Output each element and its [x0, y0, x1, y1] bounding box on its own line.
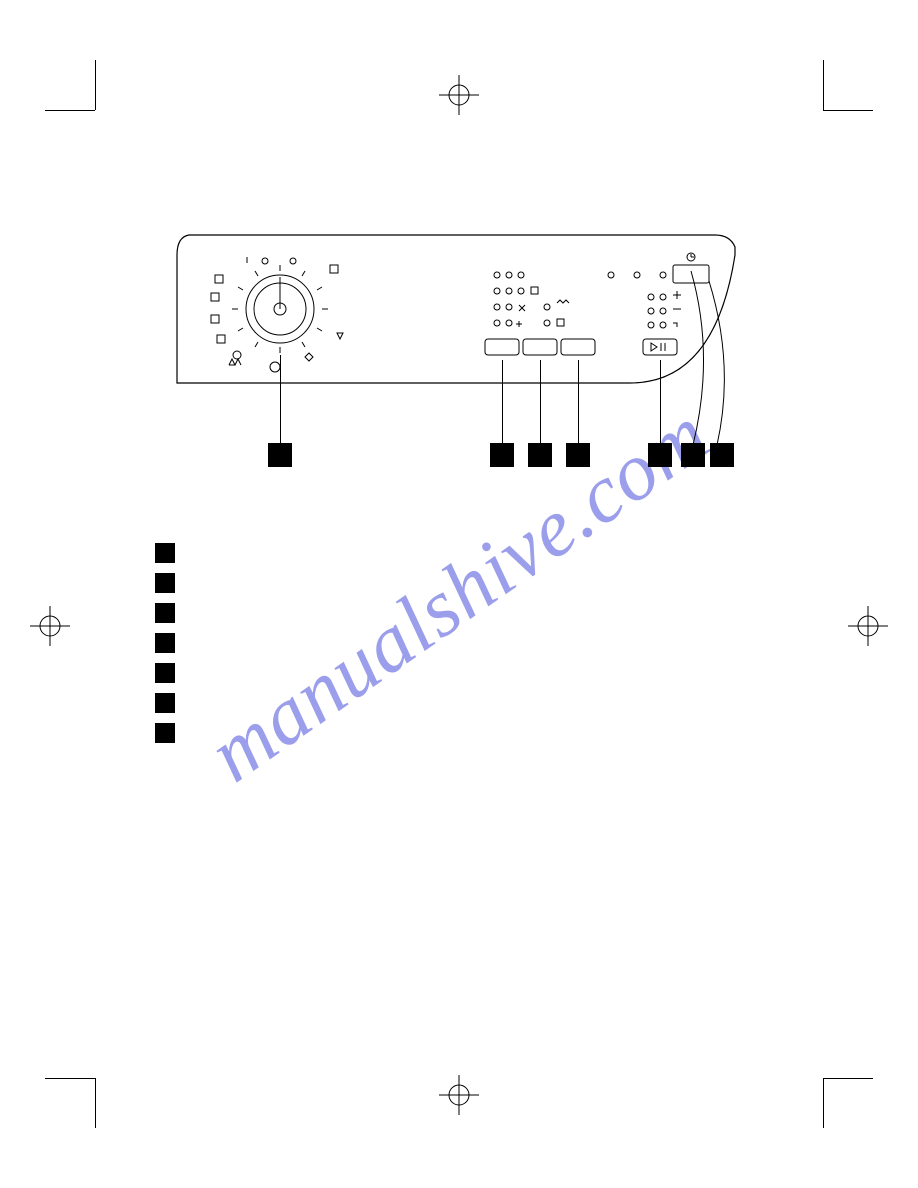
callout-line: [540, 360, 541, 445]
legend-item: [155, 720, 185, 746]
callout-box-4: [566, 443, 590, 467]
legend-item: [155, 570, 185, 596]
registration-mark: [439, 1075, 479, 1115]
legend-box: [155, 723, 175, 743]
panel-svg: [175, 225, 743, 393]
crop-mark: [95, 1078, 96, 1128]
legend-item: [155, 660, 185, 686]
registration-mark: [30, 606, 70, 646]
callout-box-6: [681, 443, 705, 467]
registration-mark: [848, 606, 888, 646]
callout-box-7: [710, 443, 734, 467]
legend-box: [155, 573, 175, 593]
control-panel-figure: [175, 225, 743, 393]
legend-item: [155, 690, 185, 716]
callout-line: [578, 360, 579, 445]
callout-box-2: [490, 443, 514, 467]
legend-item: [155, 630, 185, 656]
legend-item: [155, 540, 185, 566]
legend-box: [155, 693, 175, 713]
legend-box: [155, 633, 175, 653]
crop-mark: [823, 110, 873, 111]
crop-mark: [45, 1078, 95, 1079]
callout-curve: [675, 265, 745, 455]
callout-box-3: [528, 443, 552, 467]
callout-line: [502, 360, 503, 445]
crop-mark: [823, 1078, 873, 1079]
registration-mark: [439, 75, 479, 115]
callout-line: [280, 355, 281, 445]
callout-box-1: [268, 443, 292, 467]
legend-box: [155, 603, 175, 623]
legend-box: [155, 663, 175, 683]
callout-line: [660, 360, 661, 445]
legend-item: [155, 600, 185, 626]
legend-box: [155, 543, 175, 563]
crop-mark: [95, 60, 96, 110]
crop-mark: [823, 1078, 824, 1128]
callout-box-5: [648, 443, 672, 467]
crop-mark: [45, 110, 95, 111]
crop-mark: [823, 60, 824, 110]
legend-list: [155, 540, 185, 750]
